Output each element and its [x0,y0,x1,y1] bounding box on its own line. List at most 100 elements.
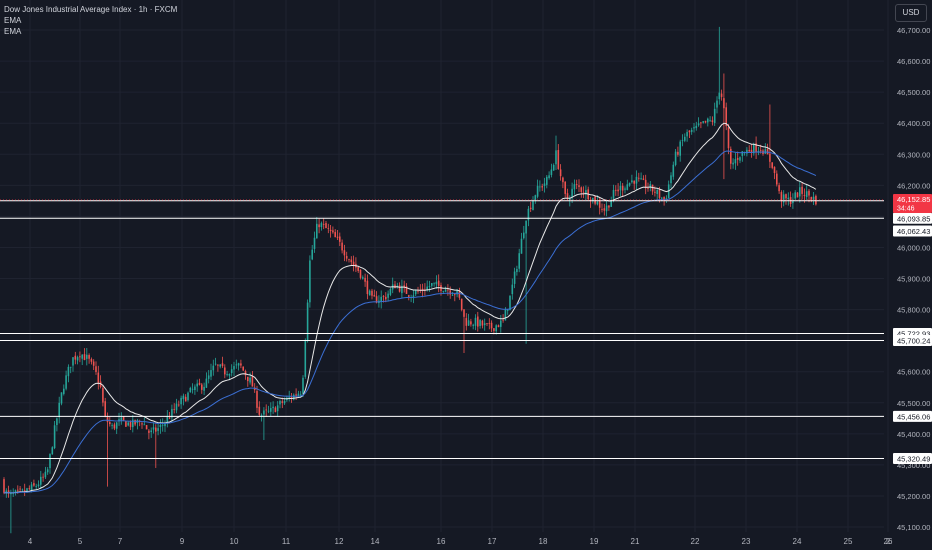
candle-body [69,366,72,368]
candle [120,412,123,425]
candle [746,147,748,157]
candle-body [739,157,741,161]
candle [65,370,67,391]
candle [635,170,638,191]
legend-ema-2[interactable]: EMA [4,27,22,36]
candle-body [644,179,647,189]
candle [513,267,516,289]
candle-body [736,158,739,160]
candle-body [621,185,624,191]
candle-body [26,488,28,492]
candle-body [608,205,610,208]
candle-body [226,374,228,375]
candle [585,185,587,201]
candle-body [569,198,571,201]
candle [242,366,244,372]
candle [552,163,555,171]
level-badge: 45,320.49 [893,453,932,465]
candle-body [398,285,401,292]
candle-body [145,425,148,430]
candle [801,182,803,200]
y-tick-label: 45,200.00 [897,492,930,501]
legend-title[interactable]: Dow Jones Industrial Average Index · 1h … [4,5,178,14]
candle [642,175,645,181]
candle-body [552,164,555,171]
time-axis[interactable]: 4 5 7 9 10 11 12 14 16 17 18 19 21 22 23 24 25 262 [28,537,893,546]
candle-body [635,176,638,184]
candle-body [684,136,686,141]
candle-body [120,417,123,421]
legend-ema-1[interactable]: EMA [4,16,22,25]
candle [564,181,566,198]
candle-body [251,376,254,387]
candle-body [28,488,31,490]
candle [329,224,332,238]
candle [582,186,585,199]
candle-body [106,417,109,423]
candle [210,363,212,381]
chart-legend: Dow Jones Industrial Average Index · 1h … [4,4,177,37]
candle [219,363,221,369]
candle [134,419,136,427]
candle [516,265,518,276]
candle [771,162,773,170]
candle [270,402,272,417]
candle-body [168,417,171,419]
candle [523,225,525,240]
x-tick-label: 18 [539,537,548,546]
candle-body [33,483,35,486]
horizontal-levels[interactable] [0,199,884,460]
x-tick-label: 2 [886,537,891,546]
candle-body [88,355,90,359]
candle [74,351,77,365]
candle [164,420,166,433]
level-badge: 45,700.24 [893,335,932,347]
candle [435,275,438,289]
candle-body [718,92,721,100]
candle [187,391,189,402]
candle-body [256,391,258,408]
candle [58,396,60,424]
candle [373,289,376,297]
candle [306,299,309,343]
candle-body [481,320,484,326]
candle-body [125,421,127,427]
candle [274,406,277,413]
candle-body [214,363,217,365]
candle-body [293,394,295,400]
candle [178,400,180,407]
currency-button[interactable]: USD [895,4,927,22]
candle [562,176,564,189]
y-tick-label: 46,000.00 [897,243,930,252]
candle-body [803,195,806,196]
candle-body [433,282,435,284]
candle-body [164,422,166,427]
candle-body [152,427,155,430]
candle-body [493,328,495,331]
candle-body [178,404,180,406]
candle [787,192,790,206]
candle-body [127,422,129,426]
candle-body [265,409,267,411]
candle [732,158,734,169]
candle-body [111,425,113,426]
candle [601,203,603,213]
candle-body [56,418,58,426]
candle-body [799,187,801,197]
candle [713,102,716,127]
candle [617,183,619,197]
level-badge-bg [893,453,932,465]
candle-body [19,488,21,490]
candle-body [713,108,716,123]
candle [444,286,447,292]
candle [573,179,576,195]
candle-body [30,484,33,491]
candle-body [516,269,518,272]
candle-body [336,236,339,238]
candle-body [207,375,210,379]
candle [541,183,543,191]
candle-body [610,199,612,207]
candle [736,151,739,166]
